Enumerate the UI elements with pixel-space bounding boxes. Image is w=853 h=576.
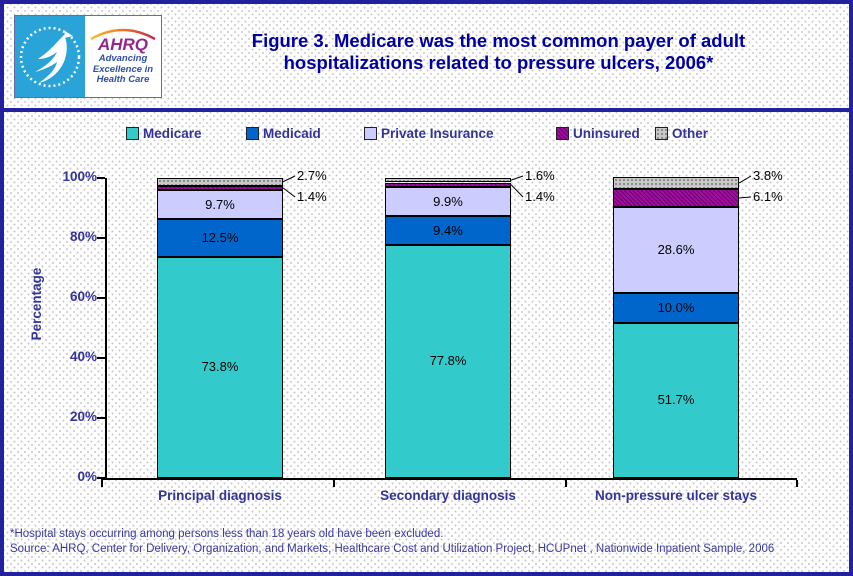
bar-segment-private-insurance [385, 186, 511, 217]
bar-value-label: 9.4% [433, 222, 463, 238]
callout-leader-line [282, 187, 296, 198]
bar-callout-label: 1.4% [297, 189, 327, 204]
x-category-label: Principal diagnosis [158, 488, 282, 503]
y-tick-label: 0% [77, 469, 97, 484]
callout-leader-line [510, 175, 524, 181]
bar-segment-medicaid [613, 292, 739, 323]
bar-segment-other [613, 177, 739, 189]
bar-segment-private-insurance [613, 207, 739, 293]
bar-segment-uninsured [385, 182, 511, 187]
callout-leader-line [282, 175, 296, 183]
legend-swatch-medicaid [246, 127, 259, 140]
legend-item-uninsured: Uninsured [556, 126, 640, 141]
legend-label-other: Other [672, 126, 709, 141]
bar-segment-other [385, 177, 511, 183]
stacked-bar-chart: Medicare Medicaid Private Insurance Uninsur… [4, 4, 849, 572]
legend-swatch-uninsured [556, 127, 569, 140]
bar-value-label: 9.9% [433, 193, 463, 209]
bar-callout-label: 6.1% [753, 189, 783, 204]
x-category-label: Non-pressure ulcer stays [594, 488, 758, 503]
bar-segment-private-insurance [157, 190, 283, 220]
legend-swatch-private-insurance [364, 127, 377, 140]
y-tick-label: 40% [69, 349, 97, 364]
tagline-line-3: Health Care [96, 74, 150, 86]
bar-segment-other [157, 177, 283, 186]
figure-title-line-1: Figure 3. Medicare was the most common p… [251, 30, 746, 51]
y-tick-label: 80% [69, 229, 97, 244]
y-tick-label: 100% [62, 169, 97, 184]
bar-segment-medicare [157, 256, 283, 478]
y-tick-mark [97, 177, 105, 179]
legend-label-medicare: Medicare [143, 126, 202, 141]
x-axis-line [101, 478, 797, 480]
y-tick-mark [97, 237, 105, 239]
tagline-line-1: Advancing [98, 53, 148, 65]
header-divider [4, 108, 849, 112]
bar-value-label: 10.0% [657, 299, 695, 315]
bar-segment-uninsured [613, 188, 739, 208]
footnote-source: Source: AHRQ, Center for Delivery, Organ… [10, 542, 775, 555]
figure-title-line-2: hospitalizations related to pressure ulc… [283, 52, 714, 73]
bar-callout-label: 3.8% [753, 168, 783, 183]
bar-callout-label: 2.7% [297, 168, 327, 183]
x-category-label: Secondary diagnosis [380, 488, 516, 503]
callout-leader-line [510, 184, 524, 198]
y-tick-mark [97, 417, 105, 419]
legend-item-medicare: Medicare [126, 126, 202, 141]
x-tick-mark [101, 480, 103, 487]
bar-value-label: 77.8% [429, 353, 467, 369]
y-axis-line [105, 178, 107, 478]
bar-segment-uninsured [157, 185, 283, 190]
bar-value-label: 73.8% [201, 359, 239, 375]
legend-swatch-other [655, 127, 668, 140]
ahrq-hhs-logo: AHRQ Advancing Excellence in Health Care [14, 15, 162, 98]
x-tick-mark [565, 480, 567, 487]
ahrq-arc-icon [90, 29, 156, 41]
legend-label-private-insurance: Private Insurance [381, 126, 494, 141]
y-tick-mark [97, 357, 105, 359]
legend-swatch-medicare [126, 127, 139, 140]
bar-value-label: 12.5% [201, 229, 239, 245]
x-tick-mark [796, 480, 798, 487]
legend-label-medicaid: Medicaid [263, 126, 321, 141]
y-tick-mark [97, 297, 105, 299]
ahrq-acronym: AHRQ [97, 35, 149, 55]
bar-segment-medicaid [385, 216, 511, 245]
bar-segment-medicare [613, 322, 739, 478]
ahrq-logo-panel: AHRQ Advancing Excellence in Health Care [85, 16, 161, 97]
footnote-exclusion: *Hospital stays occurring among persons … [10, 528, 444, 540]
callout-leader-line [738, 175, 752, 184]
bar-segment-medicaid [157, 219, 283, 257]
y-tick-label: 60% [69, 289, 97, 304]
hhs-eagle-icon [19, 26, 81, 88]
legend-item-medicaid: Medicaid [246, 126, 321, 141]
bar-value-label: 9.7% [205, 196, 235, 212]
callout-leader-line [738, 196, 752, 199]
x-tick-mark [333, 480, 335, 487]
bar-value-label: 28.6% [657, 242, 695, 257]
hhs-logo-panel [15, 16, 85, 97]
ahrq-tagline: Advancing Excellence in Health Care [93, 54, 153, 86]
bar-value-label: 51.7% [657, 392, 695, 408]
bar-callout-label: 1.6% [525, 168, 555, 183]
legend-label-uninsured: Uninsured [573, 126, 640, 141]
bar-callout-label: 1.4% [525, 189, 555, 204]
tagline-line-2: Excellence in [92, 63, 154, 75]
figure-title: Figure 3. Medicare was the most common p… [164, 30, 833, 74]
y-tick-label: 20% [69, 409, 97, 424]
footnotes: *Hospital stays occurring among persons … [10, 527, 774, 556]
legend-item-other: Other [655, 126, 708, 141]
bar-segment-medicare [385, 244, 511, 478]
legend-item-private-insurance: Private Insurance [364, 126, 494, 141]
